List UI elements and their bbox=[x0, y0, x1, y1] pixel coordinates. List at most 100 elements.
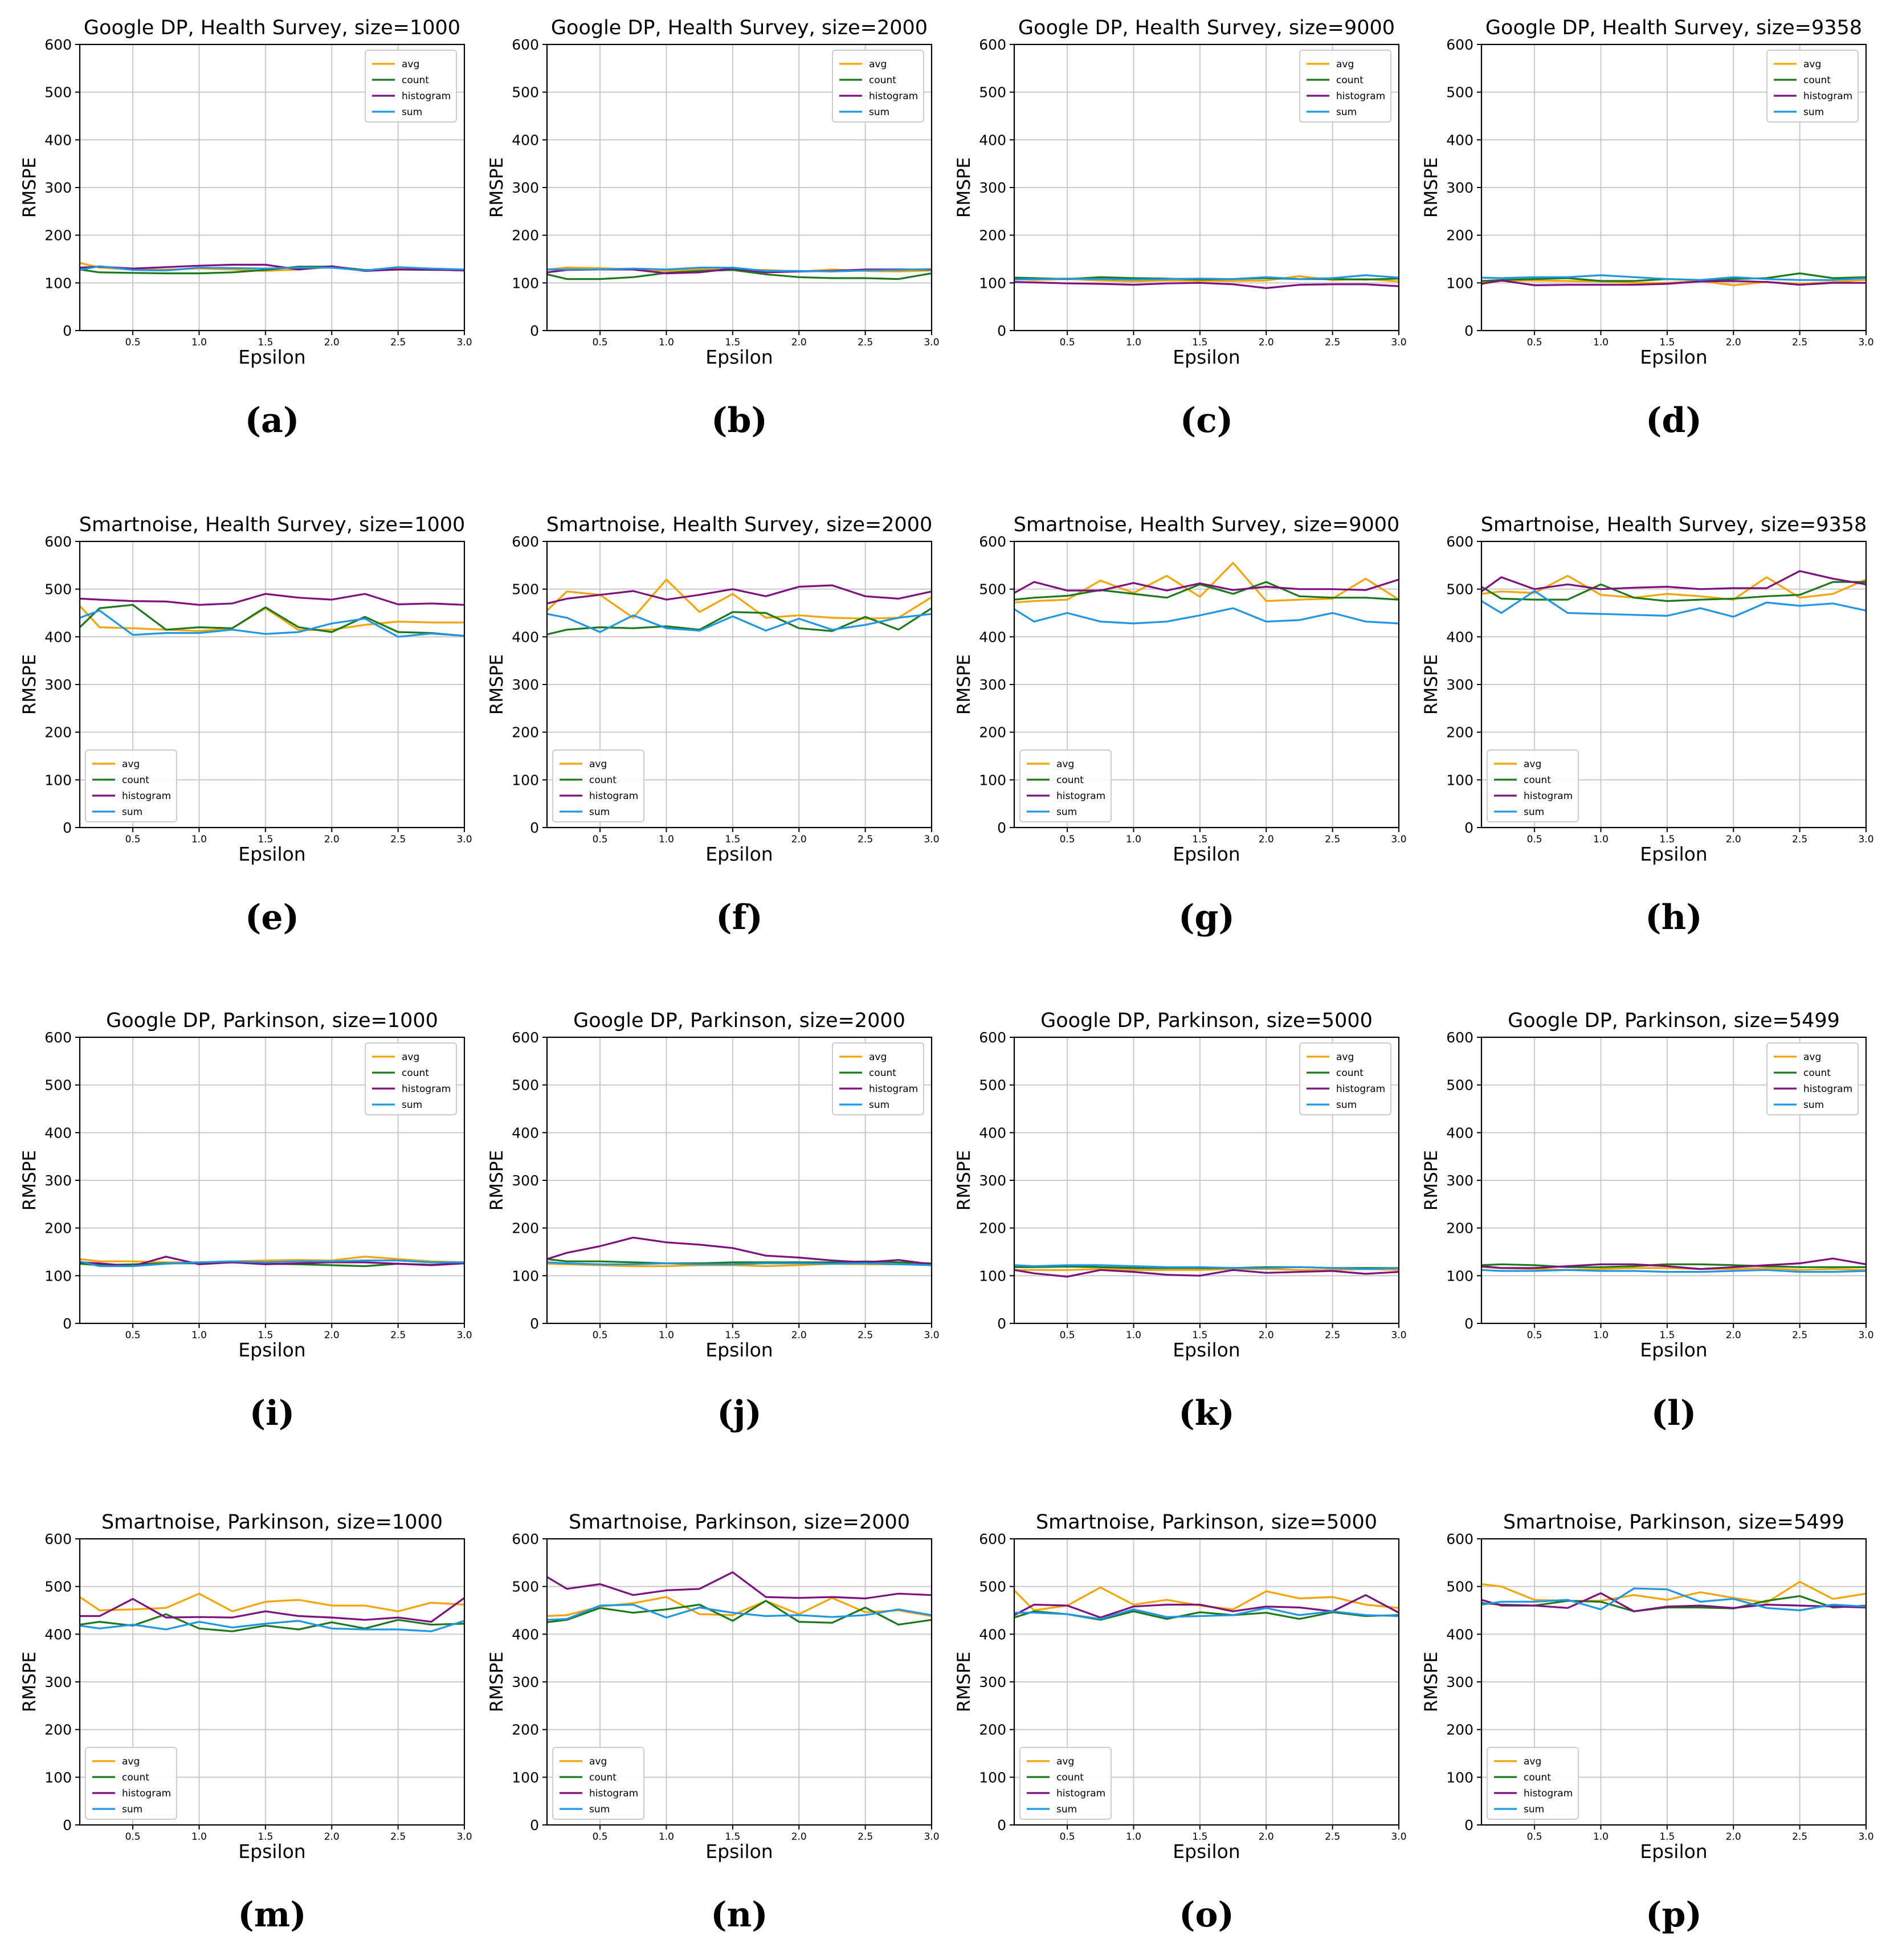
legend-label-histogram: histogram bbox=[122, 1788, 171, 1799]
y-tick-label: 500 bbox=[512, 1077, 539, 1094]
series-line-avg bbox=[79, 605, 464, 632]
x-tick-label: 1.0 bbox=[1126, 1330, 1141, 1341]
series-line-histogram bbox=[79, 593, 465, 606]
series-line-histogram bbox=[1481, 1592, 1867, 1612]
legend-label-sum: sum bbox=[589, 806, 610, 818]
legend-box bbox=[365, 1042, 457, 1115]
y-tick-label: 300 bbox=[979, 677, 1006, 693]
x-tick-label: 3.0 bbox=[924, 1330, 939, 1341]
x-axis-label: Epsilon bbox=[1173, 346, 1240, 368]
legend-label-count: count bbox=[402, 75, 429, 86]
legend: avg count histogram sum bbox=[552, 1747, 644, 1820]
legend-label-sum: sum bbox=[1336, 1099, 1357, 1111]
y-tick-label: 600 bbox=[512, 1531, 539, 1547]
x-axis-label: Epsilon bbox=[238, 1339, 305, 1361]
y-tick-label: 500 bbox=[979, 84, 1006, 101]
y-tick-label: 100 bbox=[979, 1268, 1006, 1284]
chart-title: Google DP, Health Survey, size=2000 bbox=[551, 17, 928, 39]
x-axis-label: Epsilon bbox=[1640, 843, 1707, 865]
legend-label-count: count bbox=[1803, 1067, 1831, 1079]
subfigure-caption: (d) bbox=[1646, 401, 1702, 441]
legend-label-sum: sum bbox=[869, 1099, 889, 1111]
y-tick-label: 100 bbox=[1446, 772, 1473, 788]
legend-label-sum: sum bbox=[1336, 107, 1357, 118]
legend-label-avg: avg bbox=[589, 759, 607, 770]
y-tick-label: 0 bbox=[997, 820, 1006, 836]
chart-panel-13: 0.5 1.0 1.5 2.0 2.5 3.0 0 100 200 300 400 500 600 Sma… bbox=[19, 1511, 472, 1935]
series-line-count bbox=[546, 607, 932, 635]
legend-label-count: count bbox=[1056, 1772, 1084, 1783]
subfigure-caption: (a) bbox=[245, 401, 300, 441]
y-tick-label: 400 bbox=[44, 629, 72, 645]
x-tick-label: 1.5 bbox=[725, 834, 740, 845]
legend-label-histogram: histogram bbox=[1056, 1788, 1105, 1799]
x-tick-label: 1.5 bbox=[1192, 1330, 1207, 1341]
legend-label-sum: sum bbox=[1803, 1099, 1824, 1111]
y-tick-label: 100 bbox=[1446, 1769, 1473, 1786]
y-tick-label: 400 bbox=[44, 132, 72, 148]
y-tick-label: 300 bbox=[512, 1674, 539, 1690]
x-tick-label: 1.5 bbox=[1659, 834, 1675, 845]
x-tick-label: 3.0 bbox=[1858, 337, 1873, 348]
y-tick-label: 0 bbox=[1464, 820, 1473, 836]
legend-label-count: count bbox=[869, 75, 896, 86]
x-tick-label: 0.5 bbox=[1527, 1330, 1542, 1341]
y-tick-label: 0 bbox=[1464, 323, 1473, 339]
y-tick-label: 600 bbox=[1446, 1029, 1473, 1046]
series-line-avg bbox=[1481, 1580, 1867, 1604]
legend-label-histogram: histogram bbox=[1803, 1083, 1852, 1095]
x-tick-label: 2.5 bbox=[1325, 1831, 1340, 1843]
y-tick-label: 600 bbox=[512, 533, 539, 550]
y-tick-label: 400 bbox=[979, 1626, 1006, 1643]
chart-panel-14: 0.5 1.0 1.5 2.0 2.5 3.0 0 100 200 300 400 500 600 Sma… bbox=[487, 1511, 940, 1935]
x-tick-label: 2.5 bbox=[1792, 1831, 1807, 1843]
legend-box bbox=[1299, 1042, 1391, 1115]
subfigure-caption: (n) bbox=[711, 1895, 768, 1935]
series-line-count bbox=[79, 604, 465, 637]
y-tick-label: 200 bbox=[512, 1722, 539, 1738]
legend-label-avg: avg bbox=[402, 59, 419, 70]
chart-panel-9: 0.5 1.0 1.5 2.0 2.5 3.0 0 100 200 300 400 500 600 Goo… bbox=[19, 1009, 472, 1433]
y-tick-label: 0 bbox=[530, 323, 539, 339]
chart-title: Smartnoise, Parkinson, size=2000 bbox=[569, 1511, 910, 1534]
legend-label-avg: avg bbox=[1336, 59, 1354, 70]
y-tick-label: 100 bbox=[1446, 275, 1473, 291]
x-tick-label: 2.5 bbox=[1792, 1330, 1807, 1341]
legend-label-avg: avg bbox=[869, 59, 887, 70]
legend-label-count: count bbox=[1803, 75, 1831, 86]
legend-label-count: count bbox=[1524, 1772, 1551, 1783]
series-line-histogram bbox=[80, 1597, 465, 1623]
y-tick-label: 200 bbox=[1446, 227, 1473, 244]
chart-title: Smartnoise, Parkinson, size=5499 bbox=[1503, 1511, 1844, 1534]
x-tick-label: 0.5 bbox=[593, 1831, 608, 1843]
x-tick-label: 0.5 bbox=[125, 1330, 141, 1341]
chart-panel-7: 0.5 1.0 1.5 2.0 2.5 3.0 0 100 200 300 400 500 600 Sma… bbox=[954, 514, 1407, 938]
subfigure-caption: (b) bbox=[711, 401, 768, 441]
y-tick-label: 300 bbox=[512, 180, 539, 196]
series-line-count bbox=[546, 269, 932, 280]
series-line-count bbox=[1481, 581, 1866, 602]
x-tick-label: 1.0 bbox=[191, 1330, 207, 1341]
y-tick-label: 600 bbox=[512, 36, 539, 53]
series-line-avg bbox=[79, 1256, 465, 1264]
y-tick-label: 600 bbox=[44, 533, 72, 550]
y-tick-label: 400 bbox=[979, 1124, 1006, 1141]
y-tick-label: 300 bbox=[1446, 677, 1473, 693]
subfigure-caption: (c) bbox=[1180, 401, 1233, 441]
x-tick-label: 2.5 bbox=[1325, 834, 1340, 845]
x-tick-label: 0.5 bbox=[1527, 337, 1542, 348]
x-tick-label: 0.5 bbox=[1060, 1831, 1075, 1843]
legend: avg count histogram sum bbox=[85, 749, 177, 822]
x-tick-label: 0.5 bbox=[1060, 834, 1075, 845]
y-tick-label: 0 bbox=[997, 1315, 1006, 1332]
legend-box bbox=[1487, 1747, 1579, 1820]
series-line-sum bbox=[547, 267, 932, 272]
series-line-histogram bbox=[79, 263, 465, 272]
series-line-sum bbox=[1481, 1269, 1867, 1273]
series-line-sum bbox=[1481, 274, 1867, 281]
y-tick-label: 400 bbox=[1446, 1626, 1473, 1643]
subfigure-caption: (m) bbox=[238, 1895, 306, 1935]
x-tick-label: 1.5 bbox=[258, 834, 273, 845]
series-line-histogram bbox=[1481, 570, 1867, 593]
y-axis-label: RMSPE bbox=[954, 1652, 974, 1712]
